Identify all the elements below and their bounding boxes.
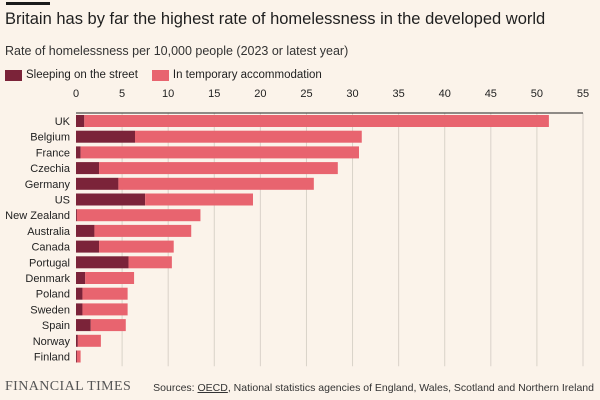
x-tick-label: 15 (208, 88, 220, 100)
category-label: Poland (36, 289, 70, 301)
legend-label-temp: In temporary accommodation (172, 69, 322, 81)
x-tick-label: 25 (300, 88, 312, 100)
bar-chart: 0 5 10 15 20 25 30 35 40 45 50 55 UK Belgium France Cze… (5, 88, 589, 367)
bar-segment-temp (82, 303, 128, 316)
bar-segment-temp (90, 319, 126, 332)
bar-segment-temp (94, 224, 192, 237)
x-tick-label: 30 (346, 88, 358, 100)
bar-segment-temp (76, 209, 201, 222)
x-tick-label: 35 (393, 88, 405, 100)
bar-segment-temp (80, 146, 359, 159)
x-tick-label: 20 (254, 88, 266, 100)
legend-swatch-temp (151, 69, 169, 81)
brand-logo-text: FINANCIAL TIMES (5, 379, 132, 394)
x-tick-label: 50 (531, 88, 543, 100)
legend-item-temp: In temporary accommodation (151, 69, 322, 81)
category-label: US (55, 195, 70, 207)
category-label: Canada (31, 242, 70, 254)
bar-segment-street (76, 287, 83, 300)
bar-segment-street (76, 303, 83, 316)
bar-segment-street (76, 334, 78, 347)
x-tick-label: 0 (73, 88, 79, 100)
category-label: New Zealand (5, 210, 70, 222)
source-note: Sources: OECD, National statistics agenc… (153, 382, 594, 394)
bar-segment-street (76, 115, 85, 127)
category-label: Denmark (25, 273, 70, 285)
bar-segment-street (76, 162, 100, 175)
category-label: Spain (42, 320, 70, 332)
source-rest: , National statistics agencies of Englan… (227, 382, 594, 394)
category-label: UK (55, 116, 71, 128)
bar-segment-street (76, 240, 100, 253)
bar-segment-street (76, 319, 91, 332)
category-label: Germany (25, 179, 71, 191)
bar-segment-street (76, 193, 146, 206)
bar-segment-temp (118, 177, 314, 190)
bar-segment-temp (76, 350, 81, 363)
chart-subtitle: Rate of homelessness per 10,000 people (… (5, 44, 349, 58)
source-link-oecd[interactable]: OECD (197, 382, 228, 394)
bar-segment-temp (145, 193, 253, 206)
source-prefix: Sources: (153, 382, 198, 394)
bar-segment-temp (85, 272, 135, 284)
bar-segment-street (76, 146, 81, 159)
bar-segment-temp (134, 130, 362, 143)
category-label: Czechia (30, 163, 71, 175)
bar-segment-street (76, 224, 95, 237)
bar-segment-temp (84, 115, 549, 127)
category-label: Portugal (29, 257, 70, 269)
x-tick-label: 5 (119, 88, 125, 100)
x-tick-label: 40 (439, 88, 451, 100)
bar-segment-street (76, 350, 77, 363)
legend-item-street: Sleeping on the street (5, 69, 138, 81)
x-tick-label: 10 (162, 88, 174, 100)
bar-segment-temp (99, 240, 174, 253)
chart-title: Britain has by far the highest rate of h… (5, 10, 546, 28)
header-bar-accent (6, 2, 50, 5)
category-label: France (36, 147, 70, 159)
bar-segment-street (76, 177, 119, 190)
legend-swatch-street (5, 69, 22, 81)
bar-segment-temp (99, 162, 338, 175)
bar-segment-temp (77, 334, 101, 347)
category-label: Finland (34, 352, 70, 364)
category-label: Australia (27, 226, 71, 238)
category-label: Norway (33, 336, 71, 348)
bar-segment-street (76, 256, 129, 269)
bar-segment-temp (82, 287, 128, 300)
bar-segment-temp (128, 256, 172, 269)
x-tick-label: 55 (577, 88, 589, 100)
chart-legend: Sleeping on the street In temporary acco… (5, 69, 336, 81)
bar-segment-street (76, 272, 86, 284)
legend-label-street: Sleeping on the street (26, 69, 138, 81)
x-tick-label: 45 (485, 88, 497, 100)
category-label: Belgium (30, 132, 70, 144)
bar-segment-street (76, 209, 77, 222)
bar-segment-street (76, 130, 135, 143)
category-label: Sweden (30, 304, 70, 316)
